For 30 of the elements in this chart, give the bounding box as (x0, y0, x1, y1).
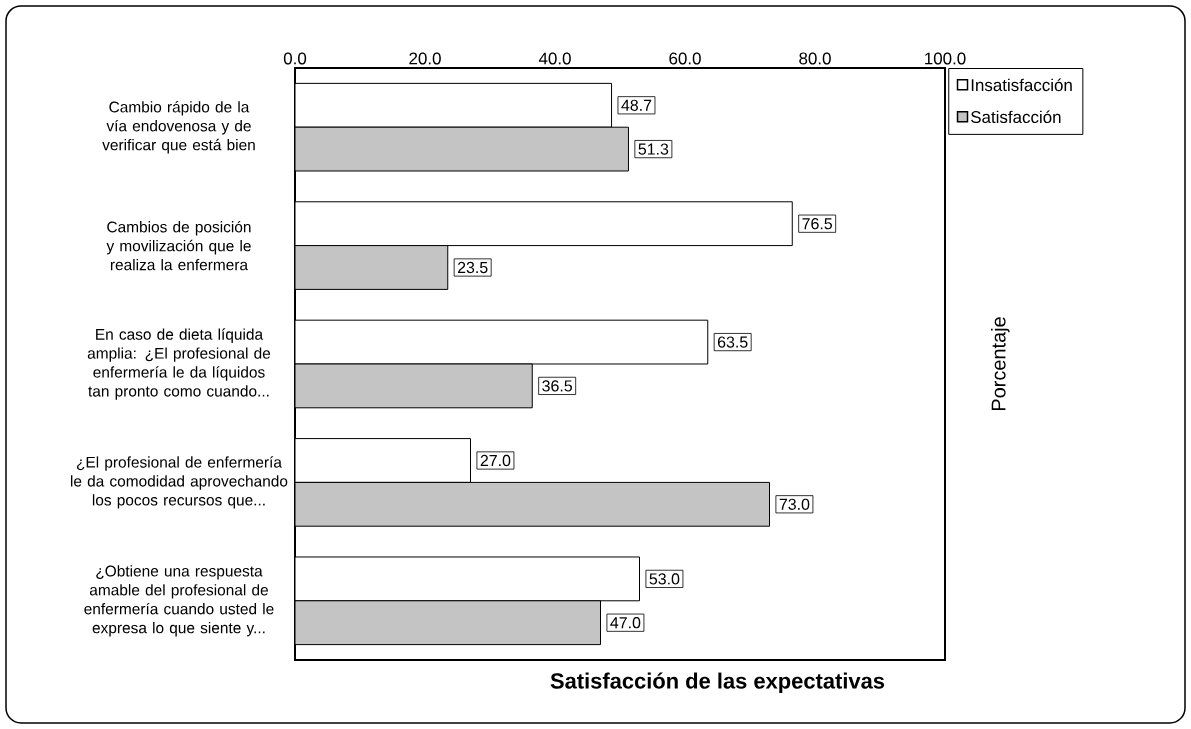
x-tick-label: 40.0 (538, 52, 571, 65)
bar (295, 363, 533, 409)
data-label: 51.3 (638, 143, 669, 155)
data-label: 73.0 (779, 498, 810, 510)
bar (295, 600, 602, 646)
data-label: 27.0 (480, 454, 511, 467)
bar (295, 245, 449, 290)
data-label: 23.5 (457, 261, 488, 274)
bar (295, 481, 771, 527)
x-tick-label: 0.0 (283, 52, 307, 65)
data-label: 63.5 (717, 336, 748, 348)
x-tick-label: 60.0 (669, 52, 701, 65)
data-label: 47.0 (610, 617, 641, 629)
data-label: 36.5 (542, 380, 572, 392)
x-axis-title: Satisfacción de las expectativas (550, 672, 885, 694)
x-tick-label: 80.0 (799, 52, 831, 65)
y-axis-title: Porcentaje (990, 317, 1010, 410)
data-label: 53.0 (649, 573, 680, 585)
y-tick-label: Cambios de posición y movilización que le realiza la enfermera (106, 220, 251, 271)
x-tick-label: 20.0 (409, 52, 441, 65)
y-tick-label: Cambio rápido de la vía endovenosa y de verificar que está bien (102, 100, 255, 154)
x-tick-label: 100.0 (925, 52, 966, 65)
y-tick-label: En caso de dieta líquida amplia: ¿El profesional de enfermería le da líquidos tan pronto como cuando... (87, 328, 271, 400)
y-tick-label: ¿Obtiene una respuesta amable del profesional de enfermería cuando usted le expresa lo que siente y... (84, 565, 274, 637)
text: Insatisfacción (971, 78, 1072, 92)
y-tick-label: ¿El profesional de enfermería le da comodidad aprovechando los pocos recursos que... (71, 456, 288, 509)
legend-label: Satisfacción (971, 110, 1061, 124)
data-label: 76.5 (802, 218, 832, 230)
data-label: 48.7 (621, 99, 652, 111)
bar (295, 126, 629, 172)
